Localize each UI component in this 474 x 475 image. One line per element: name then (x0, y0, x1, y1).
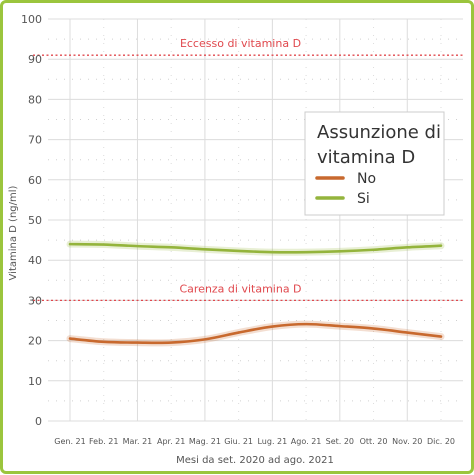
legend-label-no: No (357, 171, 376, 187)
y-tick-label: 90 (28, 53, 42, 66)
x-axis-label: Mesi da set. 2020 ad ago. 2021 (176, 455, 334, 466)
reference-label: Carenza di vitamina D (179, 282, 301, 295)
y-tick-label: 40 (28, 254, 42, 267)
y-tick-label: 50 (28, 214, 42, 227)
y-tick-label: 0 (35, 415, 42, 428)
x-tick-label: Set. 20 (326, 437, 354, 446)
x-tick-label: Mag. 21 (189, 437, 221, 446)
x-tick-label: Ott. 20 (360, 437, 388, 446)
x-tick-label: Mar. 21 (123, 437, 153, 446)
x-tick-label: Giu. 21 (224, 437, 253, 446)
y-tick-label: 60 (28, 174, 42, 187)
x-tick-label: Gen. 21 (54, 437, 85, 446)
legend-title-line-1: Assunzione di (317, 122, 441, 143)
y-tick-label: 70 (28, 134, 42, 147)
x-tick-label: Feb. 21 (89, 437, 118, 446)
reference-label: Eccesso di vitamina D (180, 37, 301, 50)
y-tick-label: 100 (21, 13, 42, 26)
line-chart: Eccesso di vitamina D Carenza di vitamina… (3, 3, 471, 471)
x-tick-label: Lug. 21 (257, 437, 287, 446)
y-tick-label: 20 (28, 335, 42, 348)
legend-label-si: Si (357, 191, 370, 207)
y-tick-label: 80 (28, 93, 42, 106)
x-tick-label: Apr. 21 (157, 437, 185, 446)
legend-title-line-2: vitamina D (317, 147, 415, 168)
legend: Assunzione di vitamina D No Si (305, 112, 444, 215)
x-tick-label: Ago. 21 (291, 437, 322, 446)
series-band-no (70, 324, 441, 343)
x-tick-label: Nov. 20 (392, 437, 422, 446)
y-tick-label: 10 (28, 375, 42, 388)
y-axis-label: Vitamina D (ng/ml) (8, 185, 19, 280)
y-tick-label: 30 (28, 294, 42, 307)
x-tick-label: Dic. 20 (427, 437, 455, 446)
